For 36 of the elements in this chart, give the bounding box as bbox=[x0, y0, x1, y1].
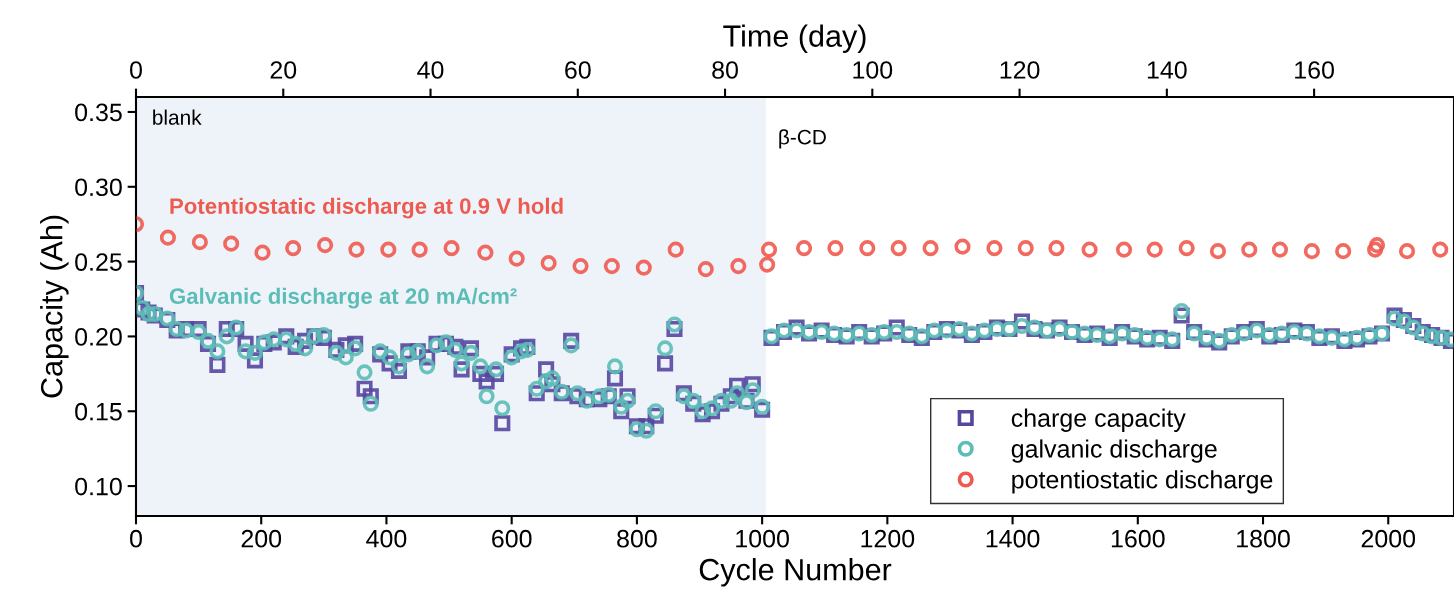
x-tick-label: 1200 bbox=[861, 529, 915, 548]
annotation: β-CD bbox=[779, 129, 826, 149]
band-label: blank bbox=[153, 109, 202, 125]
x2-tick-label: 160 bbox=[1295, 61, 1334, 79]
x2-tick-label: 20 bbox=[270, 61, 297, 79]
x2-tick-label: 80 bbox=[712, 61, 738, 79]
x-tick-label: 600 bbox=[492, 529, 532, 548]
legend-label: potentiostatic discharge bbox=[1012, 470, 1273, 494]
legend-label: galvanic discharge bbox=[1011, 439, 1217, 463]
x-tick-label: 1400 bbox=[986, 529, 1040, 548]
x2-tick-label: 100 bbox=[853, 61, 893, 79]
x2-tick-label: 0 bbox=[130, 61, 142, 79]
x2-tick-label: 140 bbox=[1147, 61, 1187, 79]
y-tick-label: 0.35 bbox=[75, 103, 122, 122]
x2-tick-label: 120 bbox=[1000, 61, 1040, 79]
y-tick-label: 0.15 bbox=[75, 402, 122, 421]
x-tick-label: 800 bbox=[617, 529, 657, 548]
x-tick-label: 1800 bbox=[1237, 529, 1290, 548]
legend-label: charge capacity bbox=[1011, 408, 1186, 432]
annotation: Potentiostatic discharge at 0.9 V hold bbox=[170, 197, 563, 219]
x2-tick-label: 40 bbox=[417, 61, 444, 79]
x-tick-label: 1600 bbox=[1111, 529, 1165, 548]
x2-axis-title: Time (day) bbox=[723, 24, 866, 53]
x-tick-label: 2000 bbox=[1361, 529, 1416, 548]
annotation: Galvanic discharge at 20 mA/cm² bbox=[169, 287, 517, 309]
x-tick-label: 0 bbox=[130, 529, 142, 548]
x-tick-label: 400 bbox=[366, 529, 407, 548]
x-tick-label: 1000 bbox=[736, 529, 789, 548]
y-tick-label: 0.25 bbox=[75, 253, 122, 271]
y-axis-title: Capacity (Ah) bbox=[40, 215, 69, 398]
x2-tick-label: 60 bbox=[565, 61, 591, 79]
y-tick-label: 0.20 bbox=[75, 328, 122, 346]
x-tick-label: 200 bbox=[241, 529, 282, 548]
y-tick-label: 0.10 bbox=[75, 477, 122, 496]
x-axis-title: Cycle Number bbox=[699, 558, 892, 587]
y-tick-label: 0.30 bbox=[75, 178, 122, 197]
